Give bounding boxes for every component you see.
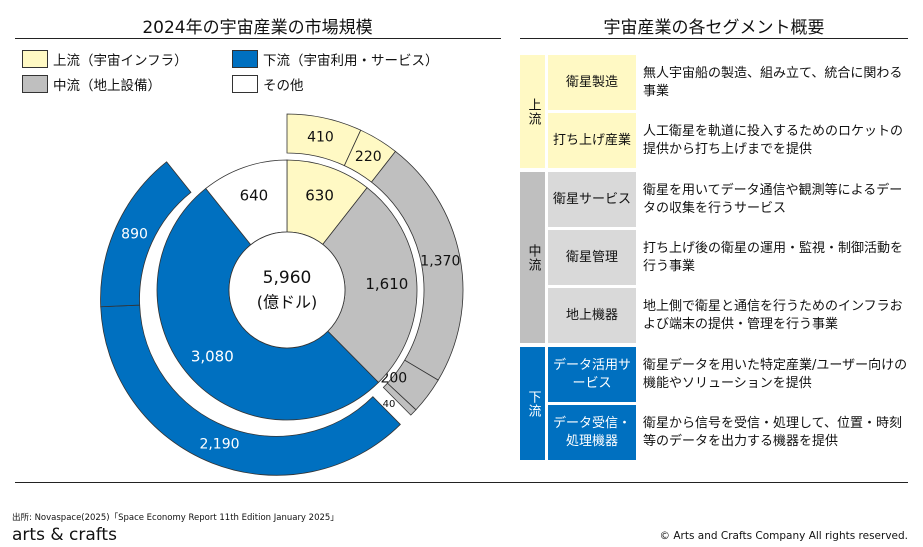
legend-label: 上流（宇宙インフラ） — [53, 53, 188, 69]
outer-segment — [100, 161, 192, 308]
subsegment-cell: データ受信・処理機器 — [548, 405, 636, 460]
legend-swatch — [22, 75, 48, 93]
category-cell: 下流 — [520, 347, 545, 460]
outer-data-label: 2,190 — [199, 437, 239, 453]
subsegment-cell: 地上機器 — [548, 288, 636, 343]
sunburst-chart: 410 220 1,370 200 40 2,190 890 630 1,610 3,080 640… — [100, 113, 464, 476]
outer-data-label: 220 — [355, 149, 382, 165]
legend-other: その他 — [232, 74, 304, 94]
subsegment-cell: データ活用サービス — [548, 347, 636, 402]
divider — [15, 482, 908, 483]
description-cell: 衛星を用いてデータ通信や観測等によるデータの収集を行うサービス — [643, 182, 903, 216]
legend-swatch — [22, 50, 48, 68]
inner-data-label: 640 — [240, 187, 269, 205]
inner-data-label: 1,610 — [365, 275, 408, 293]
outer-segment — [100, 304, 401, 476]
total-label: 5,960 — [263, 268, 312, 288]
copyright: © Arts and Crafts Company All rights res… — [659, 530, 908, 542]
outer-segment — [382, 382, 417, 416]
outer-data-label: 890 — [121, 227, 148, 243]
legend-swatch — [232, 75, 258, 93]
subsegment-cell: 衛星管理 — [548, 230, 636, 285]
outer-data-label: 200 — [380, 371, 407, 387]
legend-upstream: 上流（宇宙インフラ） — [22, 49, 188, 69]
subsegment-cell: 衛星製造 — [548, 55, 636, 110]
divider — [520, 38, 908, 39]
description-cell: 打ち上げ後の衛星の運用・監視・制御活動を行う事業 — [643, 240, 904, 274]
right-title: 宇宙産業の各セグメント概要 — [603, 18, 825, 38]
outer-data-label: 40 — [383, 399, 396, 410]
legend-midstream: 中流（地上設備） — [22, 74, 161, 94]
description-cell: 衛星データを用いた特定産業/ユーザー向けの機能やソリューションを提供 — [643, 357, 908, 391]
category-cell: 中流 — [520, 172, 545, 343]
description-cell: 衛星から信号を受信・処理して、位置・時刻等のデータを出力する機器を提供 — [643, 415, 902, 449]
source-note: 出所: Novaspace(2025)「Space Economy Report… — [12, 513, 339, 523]
legend-label: その他 — [263, 78, 304, 94]
left-title: 2024年の宇宙産業の市場規模 — [142, 18, 373, 38]
description-cell: 地上側で衛星と通信を行うためのインフラおよび端末の提供・管理を行う事業 — [643, 298, 903, 332]
legend-downstream: 下流（宇宙利用・サービス） — [232, 49, 439, 69]
inner-data-label: 630 — [305, 186, 334, 204]
legend-label: 中流（地上設備） — [53, 78, 161, 94]
description-cell: 無人宇宙船の製造、組み立て、統合に関わる事業 — [643, 65, 903, 99]
center-hole — [228, 231, 346, 349]
outer-data-label: 1,370 — [420, 253, 460, 269]
subsegment-cell: 衛星サービス — [548, 172, 636, 227]
unit-label: (億ドル) — [257, 293, 318, 312]
subsegment-cell: 打ち上げ産業 — [548, 113, 636, 168]
divider — [15, 38, 501, 39]
outer-data-label: 410 — [307, 130, 334, 146]
legend-swatch — [232, 50, 258, 68]
inner-data-label: 3,080 — [191, 347, 234, 365]
legend-label: 下流（宇宙利用・サービス） — [263, 53, 439, 69]
description-cell: 人工衛星を軌道に投入するためのロケットの提供から打ち上げまでを提供 — [643, 123, 904, 157]
category-cell: 上流 — [520, 55, 545, 168]
logo: arts & crafts — [12, 525, 117, 545]
